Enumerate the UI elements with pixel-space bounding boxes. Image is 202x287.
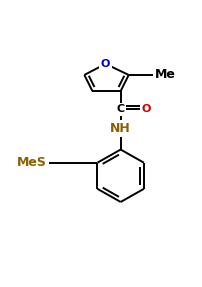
Text: O: O <box>140 104 150 114</box>
Text: O: O <box>100 59 110 69</box>
Text: C: C <box>116 104 124 114</box>
Text: Me: Me <box>154 69 175 82</box>
Text: MeS: MeS <box>17 156 47 169</box>
Text: NH: NH <box>110 122 130 135</box>
